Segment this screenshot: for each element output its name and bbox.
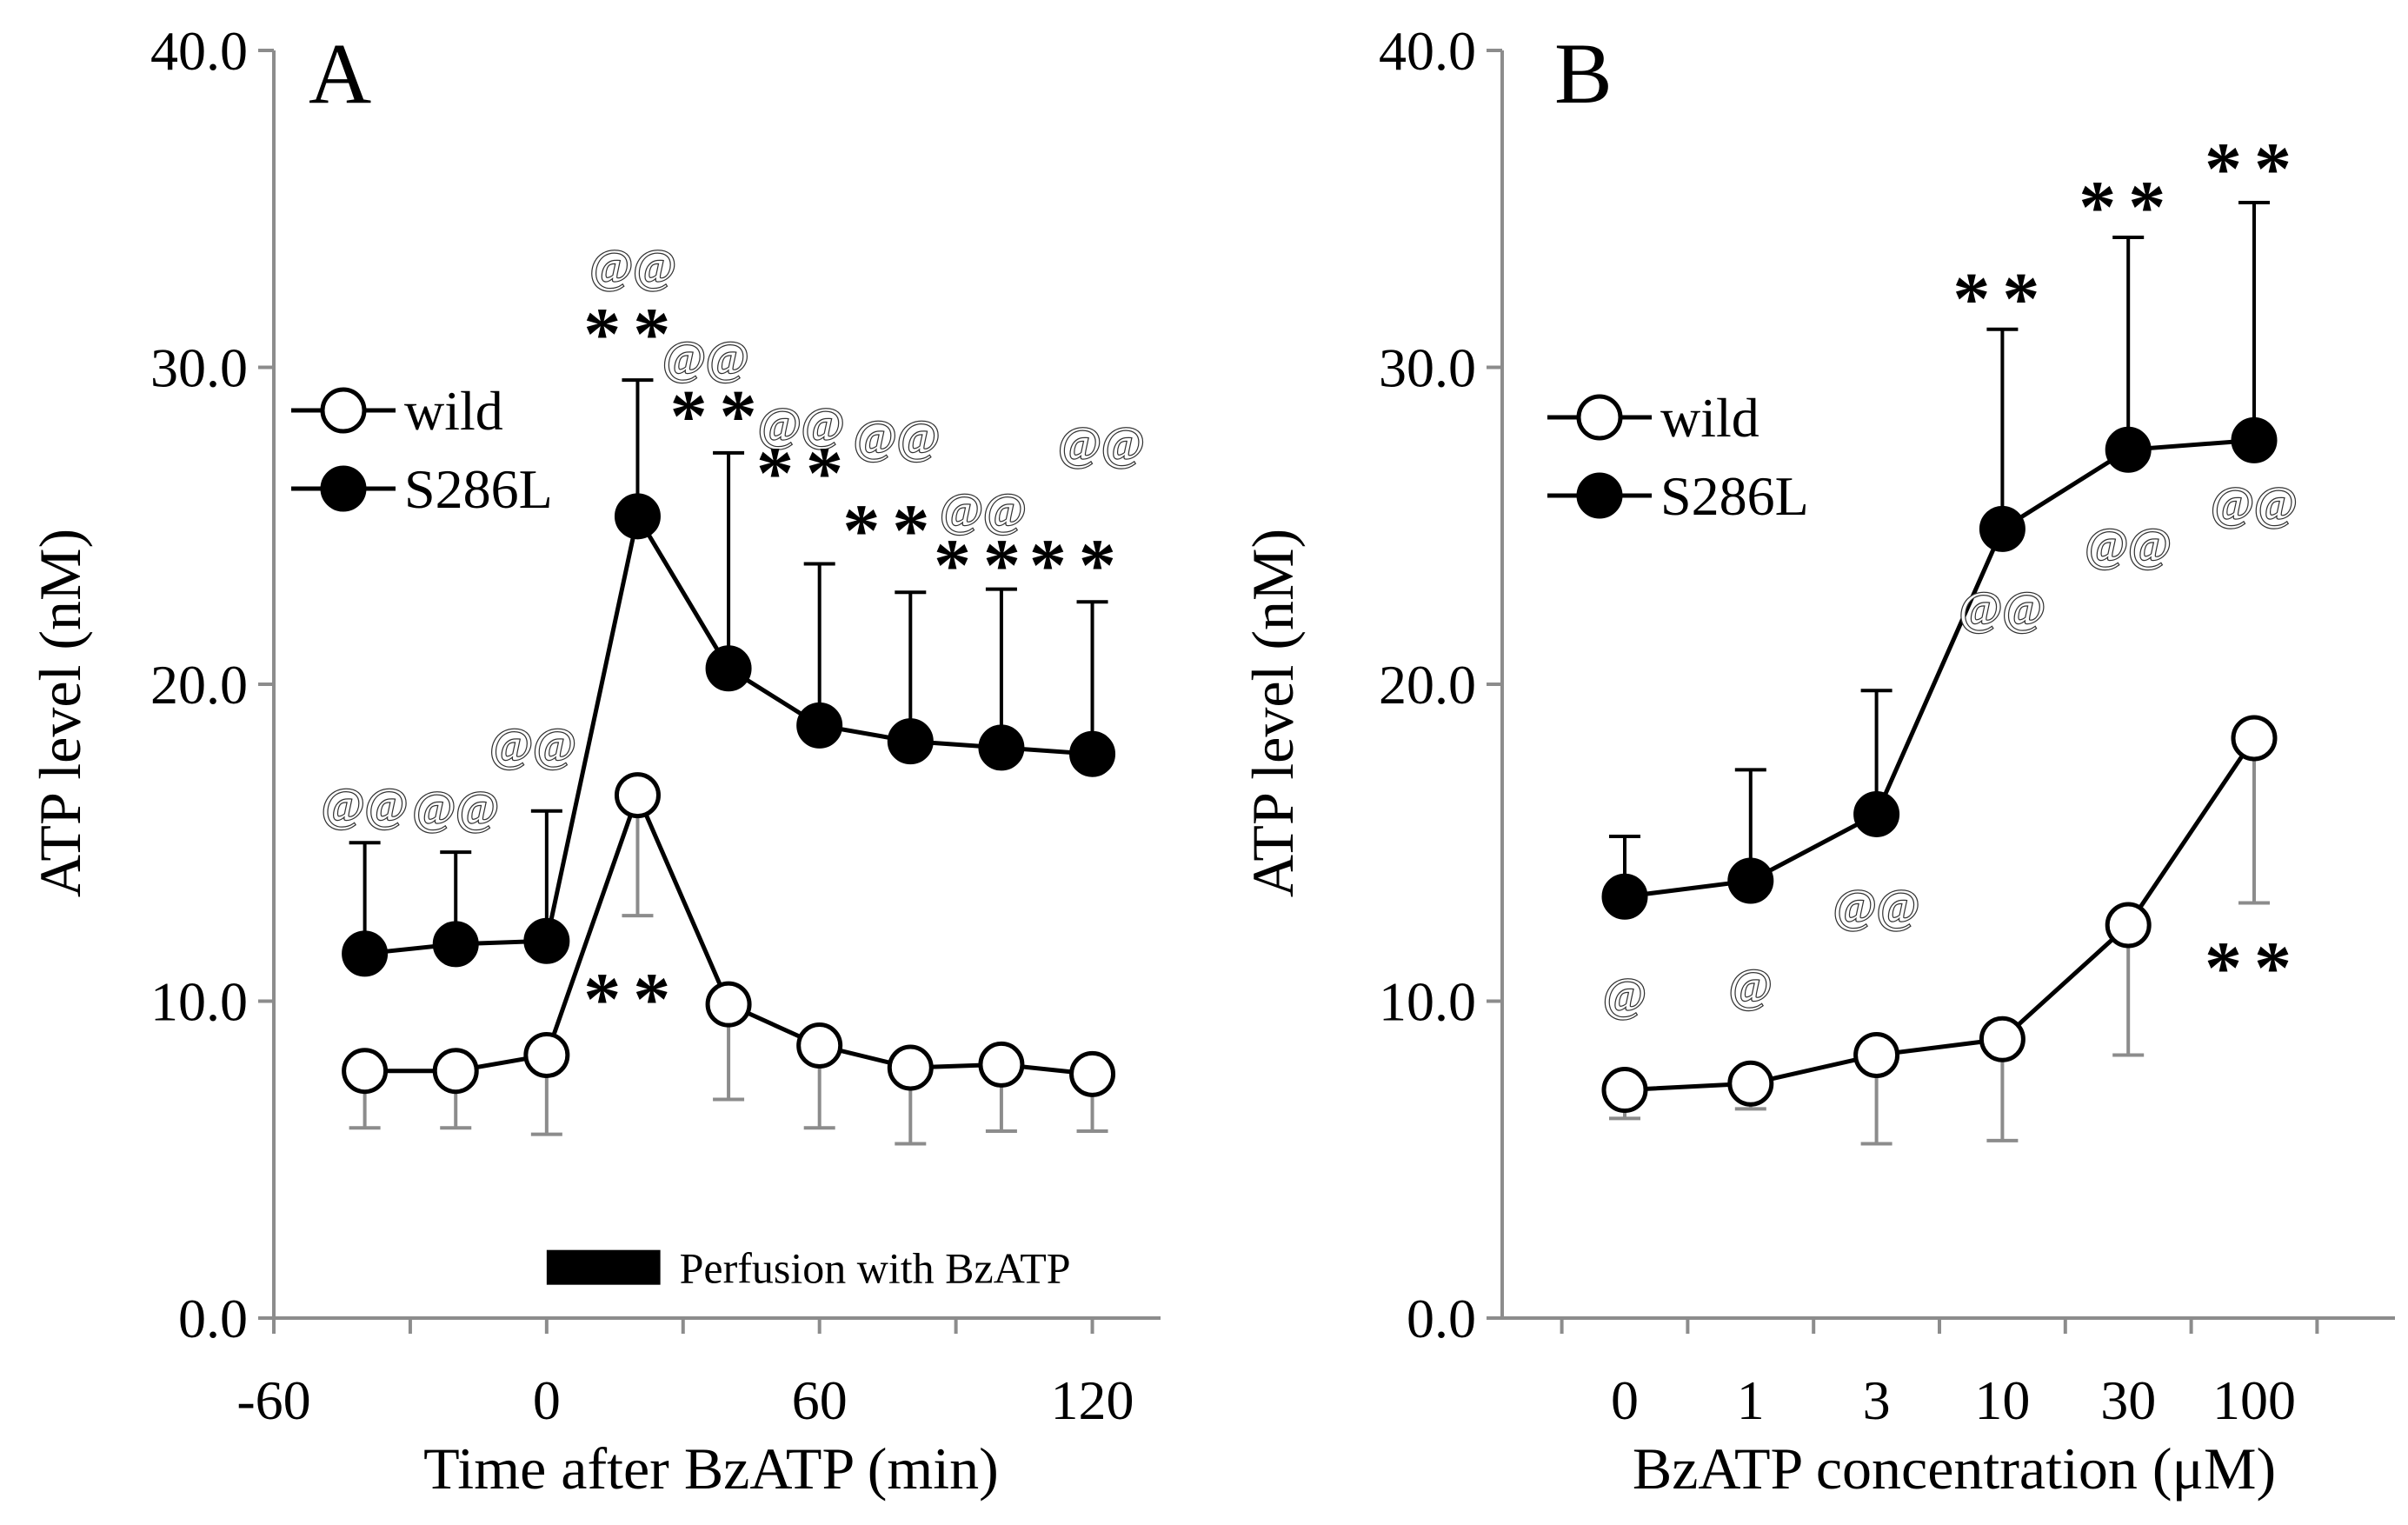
panel-b-x-tick-label: 3 bbox=[1863, 1369, 1891, 1431]
panel-b-wild-point bbox=[2231, 715, 2278, 762]
panel-a-x-tick-label: 120 bbox=[1051, 1369, 1134, 1431]
panel-b-x-tick-label: 0 bbox=[1611, 1369, 1639, 1431]
panel-a-wild-point bbox=[887, 1044, 934, 1091]
panel-a-significance-stars: ** bbox=[842, 489, 941, 572]
panel-a-wild-point bbox=[796, 1022, 843, 1069]
panel-a-significance-stars: ** bbox=[756, 431, 855, 515]
panel-a-perfusion-bar bbox=[546, 1249, 661, 1285]
panel-a-s286l-point bbox=[432, 921, 479, 968]
panel-a-s286l-point bbox=[978, 724, 1025, 771]
panel-a-significance-at: @@ bbox=[758, 398, 844, 450]
panel-a-significance-stars: ** bbox=[934, 523, 1033, 607]
panel-a-wild-point bbox=[705, 981, 752, 1028]
panel-a-significance-stars: ** bbox=[1029, 523, 1128, 607]
panel-b-s286l-point bbox=[2105, 426, 2152, 473]
panel-b-legend-s286l-label: S286L bbox=[1660, 465, 1809, 527]
panel-a-y-axis-label: ATP level (nM) bbox=[27, 529, 93, 897]
panel-b-significance-at: @@ bbox=[1959, 583, 2045, 635]
panel-b-significance-stars: ** bbox=[2205, 127, 2304, 210]
panel-a: A ATP level (nM) Time after BzATP (min) … bbox=[27, 20, 1161, 1502]
panel-a-wild-point bbox=[614, 772, 661, 819]
panel-a-s286l-point bbox=[614, 493, 661, 540]
panel-a-significance-at: @@ bbox=[322, 779, 408, 831]
panel-b: B ATP level (nM) BzATP concentration (μM… bbox=[1240, 20, 2395, 1502]
panel-b-significance-at: @ bbox=[1603, 969, 1646, 1021]
panel-a-significance-at: @@ bbox=[940, 484, 1026, 536]
panel-a-x-tick-label: 0 bbox=[533, 1369, 561, 1431]
panel-b-y-axis-label: ATP level (nM) bbox=[1240, 529, 1306, 897]
panel-a-y-tick-label: 40.0 bbox=[150, 20, 248, 82]
panel-a-legend-s286l-label: S286L bbox=[404, 458, 553, 520]
panel-a-x-tick-label: -60 bbox=[236, 1369, 310, 1431]
panel-a-x-axis-label: Time after BzATP (min) bbox=[423, 1435, 999, 1502]
panel-a-significance-at: @@ bbox=[1058, 417, 1144, 469]
panel-a-significance-at: @@ bbox=[662, 332, 748, 384]
panel-b-significance-stars: ** bbox=[2205, 926, 2304, 1009]
panel-b-wild-point bbox=[1853, 1031, 1900, 1078]
panel-a-s286l-point bbox=[1069, 730, 1116, 777]
panel-a-wild-point bbox=[342, 1048, 389, 1095]
panel-b-y-tick-label: 10.0 bbox=[1379, 971, 1476, 1033]
panel-a-legend-s286l-marker bbox=[320, 465, 367, 512]
panel-b-significance-at: @@ bbox=[1833, 880, 1919, 932]
panel-a-x-tick-label: 60 bbox=[792, 1369, 848, 1431]
panel-a-s286l-point bbox=[705, 645, 752, 692]
panel-a-s286l-point bbox=[796, 702, 843, 749]
panel-a-y-tick-label: 20.0 bbox=[150, 654, 248, 716]
panel-b-y-tick-label: 30.0 bbox=[1379, 337, 1476, 399]
panel-a-significance-stars: ** bbox=[670, 375, 769, 458]
panel-a-s286l-point bbox=[887, 718, 934, 765]
panel-a-s286l-point bbox=[523, 917, 570, 964]
panel-a-letter: A bbox=[309, 25, 371, 122]
panel-b-legend-wild-marker bbox=[1576, 394, 1623, 441]
panel-a-y-tick-label: 30.0 bbox=[150, 337, 248, 399]
panel-a-y-tick-label: 10.0 bbox=[150, 971, 248, 1033]
panel-b-wild-point bbox=[2105, 902, 2152, 949]
panel-a-significance-at: @@ bbox=[489, 718, 575, 770]
panel-a-s286l-point bbox=[342, 930, 389, 977]
panel-b-wild-point bbox=[1727, 1060, 1774, 1107]
panel-b-significance-stars: ** bbox=[2079, 165, 2178, 249]
panel-b-x-axis-label: BzATP concentration (μM) bbox=[1633, 1435, 2276, 1502]
panel-b-s286l-point bbox=[2231, 416, 2278, 463]
panel-a-wild-point bbox=[1069, 1050, 1116, 1097]
panel-a-legend-wild-label: wild bbox=[404, 380, 503, 442]
panel-b-wild-line bbox=[1624, 736, 2257, 1093]
panel-b-s286l-point bbox=[1979, 505, 2026, 552]
panel-a-wild-point bbox=[523, 1031, 570, 1078]
panel-a-significance-at: @@ bbox=[854, 411, 940, 463]
panel-b-letter: B bbox=[1554, 25, 1613, 122]
panel-a-significance-stars: ** bbox=[583, 957, 682, 1041]
panel-b-x-tick-label: 1 bbox=[1737, 1369, 1765, 1431]
panel-a-y-tick-label: 0.0 bbox=[178, 1288, 248, 1349]
panel-b-significance-at: @@ bbox=[2085, 519, 2171, 571]
panel-b-significance-at: @ bbox=[1729, 959, 1773, 1011]
panel-a-wild-point bbox=[432, 1048, 479, 1095]
panel-b-significance-stars: ** bbox=[1952, 257, 2052, 341]
panel-b-wild-point bbox=[1601, 1067, 1648, 1114]
panel-b-y-tick-label: 40.0 bbox=[1379, 20, 1476, 82]
panel-b-x-tick-label: 10 bbox=[1974, 1369, 2030, 1431]
panel-b-wild-point bbox=[1979, 1016, 2026, 1062]
panel-b-s286l-point bbox=[1601, 873, 1648, 920]
panel-a-wild-point bbox=[978, 1041, 1025, 1088]
panel-b-x-tick-label: 30 bbox=[2100, 1369, 2156, 1431]
panel-b-s286l-point bbox=[1727, 857, 1774, 904]
panel-a-significance-stars: ** bbox=[583, 292, 682, 376]
panel-b-legend-s286l-marker bbox=[1576, 472, 1623, 519]
panel-a-perfusion-label: Perfusion with BzATP bbox=[680, 1244, 1071, 1293]
panel-b-significance-at: @@ bbox=[2211, 477, 2297, 529]
panel-b-legend-wild-label: wild bbox=[1660, 387, 1759, 449]
panel-b-y-tick-label: 0.0 bbox=[1407, 1288, 1476, 1349]
panel-a-legend-wild-marker bbox=[320, 387, 367, 434]
panel-a-significance-at: @@ bbox=[589, 240, 675, 292]
panel-b-x-tick-label: 100 bbox=[2212, 1369, 2296, 1431]
panel-a-significance-at: @@ bbox=[412, 782, 498, 834]
panel-b-s286l-point bbox=[1853, 790, 1900, 837]
panel-b-y-tick-label: 20.0 bbox=[1379, 654, 1476, 716]
